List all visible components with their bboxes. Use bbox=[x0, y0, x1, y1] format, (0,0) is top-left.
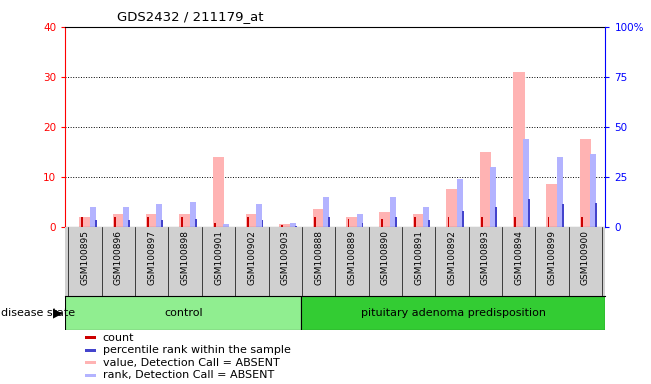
Bar bbox=[123, 207, 129, 227]
Bar bbox=[579, 139, 591, 227]
Bar bbox=[95, 220, 96, 227]
Bar bbox=[480, 152, 492, 227]
FancyBboxPatch shape bbox=[301, 296, 605, 330]
Bar bbox=[146, 214, 158, 227]
Text: GSM100895: GSM100895 bbox=[81, 230, 90, 285]
Bar bbox=[295, 225, 297, 227]
Bar bbox=[414, 217, 416, 227]
Bar bbox=[547, 217, 549, 227]
Bar bbox=[256, 204, 262, 227]
Bar bbox=[423, 207, 429, 227]
Text: GDS2432 / 211179_at: GDS2432 / 211179_at bbox=[117, 10, 264, 23]
Bar bbox=[85, 361, 96, 364]
Bar bbox=[290, 223, 296, 227]
Bar bbox=[595, 204, 597, 227]
Bar bbox=[513, 72, 525, 227]
Bar bbox=[481, 217, 483, 227]
Bar bbox=[390, 197, 396, 227]
Bar bbox=[590, 154, 596, 227]
Text: count: count bbox=[103, 333, 134, 343]
Bar bbox=[189, 202, 196, 227]
Bar bbox=[546, 184, 558, 227]
Text: GSM100898: GSM100898 bbox=[181, 230, 189, 285]
Bar bbox=[448, 217, 449, 227]
Bar bbox=[428, 220, 430, 227]
Bar bbox=[446, 189, 458, 227]
Bar bbox=[79, 217, 91, 227]
Bar bbox=[128, 220, 130, 227]
Bar bbox=[85, 374, 96, 377]
Bar bbox=[581, 217, 583, 227]
Text: GSM100902: GSM100902 bbox=[247, 230, 256, 285]
Bar bbox=[529, 199, 530, 227]
Bar bbox=[462, 211, 464, 227]
Bar bbox=[179, 214, 191, 227]
Bar bbox=[214, 223, 216, 227]
Text: GSM100894: GSM100894 bbox=[514, 230, 523, 285]
Bar bbox=[312, 209, 324, 227]
Text: control: control bbox=[164, 308, 202, 318]
Bar bbox=[181, 217, 182, 227]
Bar bbox=[380, 212, 391, 227]
Bar bbox=[562, 204, 564, 227]
Bar bbox=[262, 220, 264, 227]
Bar bbox=[195, 218, 197, 227]
Bar bbox=[323, 197, 329, 227]
Bar bbox=[490, 167, 496, 227]
Text: GSM100888: GSM100888 bbox=[314, 230, 323, 285]
Text: disease state: disease state bbox=[1, 308, 76, 318]
Bar bbox=[85, 349, 96, 352]
Text: GSM100891: GSM100891 bbox=[414, 230, 423, 285]
Bar bbox=[247, 217, 249, 227]
Bar bbox=[114, 217, 116, 227]
Bar bbox=[514, 217, 516, 227]
Text: GSM100899: GSM100899 bbox=[547, 230, 557, 285]
Text: GSM100901: GSM100901 bbox=[214, 230, 223, 285]
Text: percentile rank within the sample: percentile rank within the sample bbox=[103, 345, 291, 355]
Text: GSM100889: GSM100889 bbox=[348, 230, 357, 285]
Bar bbox=[413, 214, 424, 227]
Bar bbox=[456, 179, 463, 227]
Bar bbox=[314, 217, 316, 227]
Bar bbox=[395, 217, 397, 227]
Bar bbox=[85, 336, 96, 339]
Bar bbox=[348, 219, 350, 227]
Bar bbox=[328, 217, 330, 227]
Text: pituitary adenoma predisposition: pituitary adenoma predisposition bbox=[361, 308, 546, 318]
Bar bbox=[147, 217, 149, 227]
Bar bbox=[523, 139, 529, 227]
Text: GSM100890: GSM100890 bbox=[381, 230, 390, 285]
Text: GSM100900: GSM100900 bbox=[581, 230, 590, 285]
Bar bbox=[213, 157, 225, 227]
Text: ▶: ▶ bbox=[53, 306, 63, 319]
Text: GSM100897: GSM100897 bbox=[147, 230, 156, 285]
Text: value, Detection Call = ABSENT: value, Detection Call = ABSENT bbox=[103, 358, 280, 368]
Bar bbox=[279, 224, 291, 227]
Bar bbox=[381, 219, 383, 227]
FancyBboxPatch shape bbox=[65, 296, 301, 330]
Bar bbox=[90, 207, 96, 227]
Bar bbox=[495, 207, 497, 227]
Bar bbox=[357, 214, 363, 227]
Bar bbox=[557, 157, 562, 227]
Bar bbox=[246, 214, 258, 227]
Text: GSM100893: GSM100893 bbox=[481, 230, 490, 285]
Bar bbox=[113, 214, 124, 227]
Text: GSM100903: GSM100903 bbox=[281, 230, 290, 285]
Text: GSM100892: GSM100892 bbox=[447, 230, 456, 285]
Text: rank, Detection Call = ABSENT: rank, Detection Call = ABSENT bbox=[103, 370, 274, 380]
Bar bbox=[223, 224, 229, 227]
Text: GSM100896: GSM100896 bbox=[114, 230, 123, 285]
Bar bbox=[281, 225, 283, 227]
Bar bbox=[161, 220, 163, 227]
Bar bbox=[81, 217, 83, 227]
Bar bbox=[346, 217, 358, 227]
Bar bbox=[156, 204, 162, 227]
Bar bbox=[361, 223, 363, 227]
